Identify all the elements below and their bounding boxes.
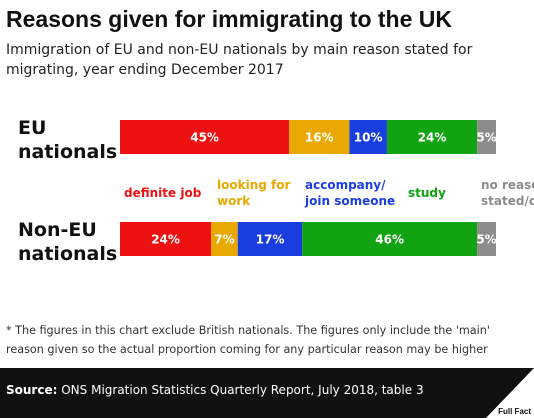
full-fact-logo xyxy=(486,368,534,418)
legend-label: looking for xyxy=(217,178,290,192)
bar-segment xyxy=(289,120,350,154)
data-label: 17% xyxy=(256,233,285,247)
legend-label: stated/other xyxy=(481,194,534,208)
data-label: 45% xyxy=(190,131,219,145)
data-label: 46% xyxy=(375,233,404,247)
chart-title: Reasons given for immigrating to the UK xyxy=(6,6,452,32)
bar-segment xyxy=(477,120,496,154)
logo-text: Full Fact xyxy=(498,407,531,416)
legend-label: join someone xyxy=(304,194,395,208)
data-label: 16% xyxy=(305,131,334,145)
footnote: * The figures in this chart exclude Brit… xyxy=(6,324,490,356)
bar-segment xyxy=(120,222,212,256)
bar-segment xyxy=(120,120,290,154)
chart-subtitle: Immigration of EU and non-EU nationals b… xyxy=(6,42,473,78)
bar-segment xyxy=(211,222,238,256)
bar-segment xyxy=(477,222,496,256)
data-label: 5% xyxy=(476,233,496,247)
bar-segment xyxy=(237,222,303,256)
source-bar: Source: ONS Migration Statistics Quarter… xyxy=(0,368,534,418)
data-label: 5% xyxy=(476,131,496,145)
legend-label: accompany/ xyxy=(305,178,386,192)
category-label: nationals xyxy=(18,141,117,163)
source-line: Source: ONS Migration Statistics Quarter… xyxy=(6,383,424,397)
data-label: 10% xyxy=(354,131,383,145)
legend-label: no reason xyxy=(481,178,534,192)
source-label: Source: xyxy=(6,383,58,397)
legend-label: definite job xyxy=(124,186,202,200)
bar-segment xyxy=(302,222,478,256)
category-label: EU xyxy=(18,117,46,139)
legend-label: work xyxy=(217,194,251,208)
data-label: 24% xyxy=(418,131,447,145)
category-label: nationals xyxy=(18,243,117,265)
bar-segment xyxy=(349,120,387,154)
data-label: 24% xyxy=(151,233,180,247)
source-text: ONS Migration Statistics Quarterly Repor… xyxy=(61,383,424,397)
bar-segment xyxy=(386,120,478,154)
category-label: Non-EU xyxy=(18,219,97,241)
legend-label: study xyxy=(408,186,446,200)
data-label: 7% xyxy=(214,233,234,247)
